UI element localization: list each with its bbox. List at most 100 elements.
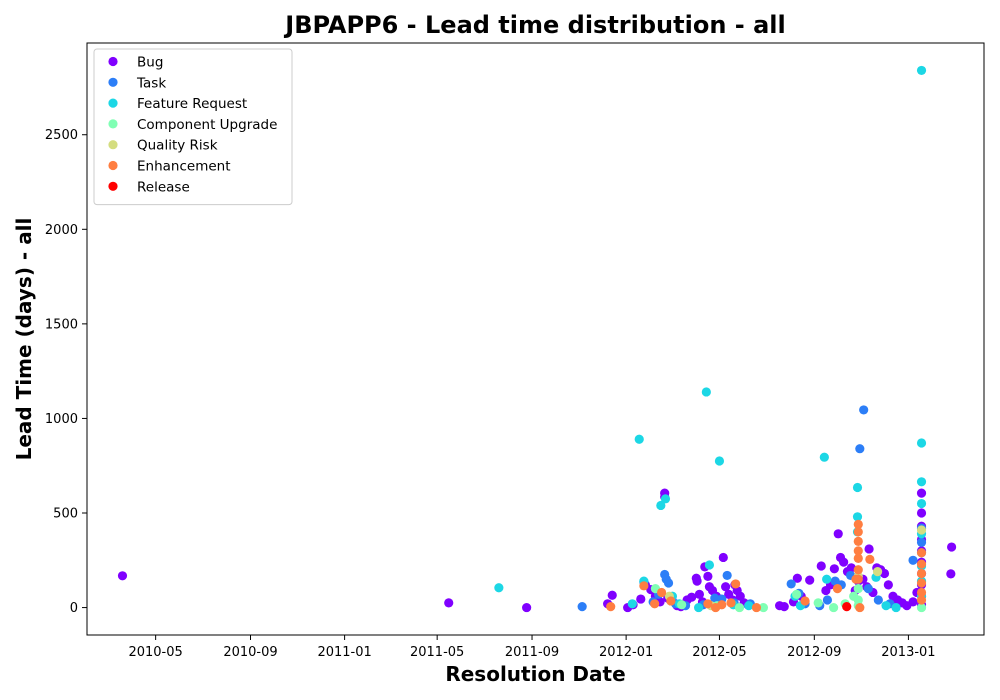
data-point [718, 552, 728, 563]
data-point [577, 602, 587, 612]
data-point [859, 405, 869, 415]
legend-frame [93, 48, 293, 206]
legend-marker [108, 119, 118, 129]
data-point [916, 65, 927, 76]
data-point [916, 525, 927, 535]
data-point [717, 600, 727, 610]
data-point [694, 602, 704, 613]
data-point [908, 555, 918, 565]
data-point [916, 578, 927, 588]
data-point [677, 600, 687, 610]
data-point [833, 529, 843, 539]
data-point [916, 568, 927, 579]
data-point [819, 452, 829, 462]
data-point [634, 434, 644, 444]
data-point [791, 589, 802, 599]
legend-label: Quality Risk [137, 138, 218, 154]
data-point [813, 598, 823, 608]
data-point [855, 444, 865, 454]
data-point [734, 602, 745, 613]
legend: Bug Task Feature Request Component Upgrade Q… [93, 48, 293, 206]
data-point [816, 561, 826, 571]
y-axis-ticks: 0 500 1000 1500 2000 2500 [45, 128, 87, 616]
data-point [916, 508, 927, 518]
data-point [916, 498, 927, 509]
data-point [916, 587, 927, 598]
data-point [916, 595, 927, 605]
data-point [853, 574, 863, 584]
data-point [916, 438, 927, 448]
x-tick-label: 2012-05 [692, 645, 746, 660]
legend-label: Task [136, 75, 166, 91]
x-tick-label: 2011-09 [505, 645, 559, 660]
data-point [607, 590, 617, 600]
x-tick-label: 2010-09 [223, 645, 277, 660]
data-point [786, 579, 796, 589]
legend-marker [108, 160, 118, 171]
series-enhancement [606, 519, 927, 613]
data-point [853, 536, 863, 546]
y-tick-label: 0 [70, 601, 78, 616]
data-point [522, 602, 532, 613]
data-point [800, 596, 810, 606]
data-point [946, 569, 956, 579]
data-point [687, 592, 697, 602]
data-point [853, 546, 863, 556]
legend-label: Release [137, 179, 190, 195]
data-point [710, 593, 720, 603]
x-tick-label: 2013-01 [881, 645, 935, 660]
data-point [792, 573, 802, 583]
data-point [916, 602, 927, 613]
x-tick-label: 2012-09 [787, 645, 841, 660]
data-point [916, 548, 927, 558]
data-point [627, 599, 637, 609]
x-tick-label: 2010-05 [128, 645, 182, 660]
data-point [822, 595, 833, 605]
series-release [842, 602, 852, 612]
data-point [916, 559, 927, 569]
data-point [829, 602, 839, 613]
data-point [853, 553, 863, 563]
data-point [872, 567, 883, 577]
data-point [853, 527, 863, 537]
legend-marker [108, 77, 118, 87]
data-point [721, 582, 731, 592]
data-point [879, 568, 890, 579]
legend-marker [108, 181, 118, 191]
data-point [832, 584, 843, 594]
plot-frame [86, 42, 985, 636]
data-point [703, 599, 713, 609]
data-point [881, 601, 891, 611]
y-tick-label: 500 [53, 507, 78, 522]
data-point [916, 488, 927, 498]
x-axis-ticks: 2010-05 2010-09 2011-01 2011-05 2011-09 2012-… [128, 635, 936, 660]
data-point [865, 554, 875, 564]
x-tick-label: 2011-01 [317, 645, 371, 660]
data-point [494, 583, 504, 593]
data-point [873, 595, 883, 605]
data-point [731, 579, 741, 589]
data-point [852, 512, 863, 522]
data-point [822, 574, 832, 584]
data-point [663, 578, 674, 588]
data-point [704, 560, 715, 570]
y-tick-label: 2000 [45, 223, 78, 238]
data-point [117, 571, 128, 581]
data-point [636, 594, 646, 604]
data-point [908, 597, 918, 607]
data-point [842, 602, 852, 612]
data-point [714, 456, 725, 466]
data-point [891, 602, 901, 613]
x-axis-label: Resolution Date [445, 662, 625, 686]
data-point [855, 602, 865, 613]
chart-title: JBPAPP6 - Lead time distribution - all [283, 11, 785, 39]
legend-marker [108, 140, 118, 150]
data-point [751, 602, 762, 613]
data-point [657, 587, 667, 598]
data-point [852, 482, 863, 493]
data-point [726, 598, 736, 608]
data-point [829, 564, 839, 574]
data-point [853, 519, 863, 529]
